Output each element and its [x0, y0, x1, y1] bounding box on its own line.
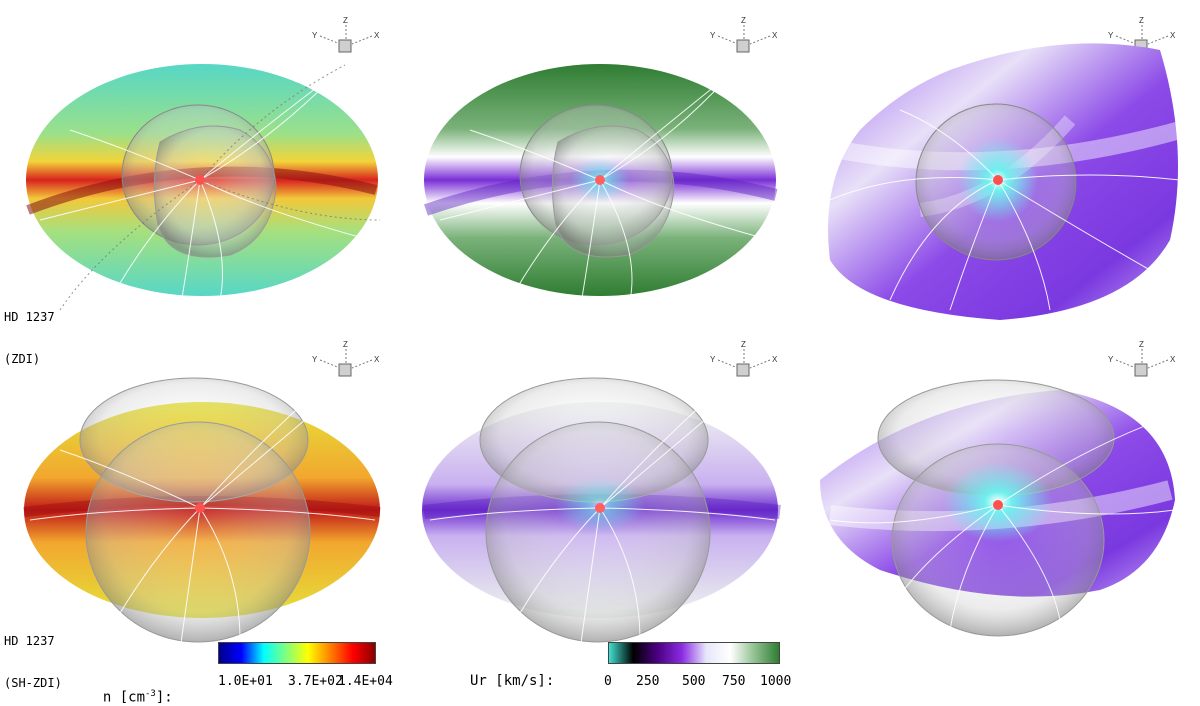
axes-triad-r2c3: Z Y X — [1108, 340, 1176, 377]
svg-text:X: X — [1170, 355, 1176, 364]
svg-text:Z: Z — [1139, 16, 1144, 25]
svg-text:Y: Y — [710, 31, 716, 40]
svg-text:Z: Z — [741, 16, 746, 25]
density-tick-2: 3.7E+02 — [288, 674, 343, 689]
svg-text:Z: Z — [343, 340, 348, 349]
velocity-tick-4: 750 — [722, 674, 746, 689]
svg-text:X: X — [772, 355, 778, 364]
axes-triad-r2c2: Z Y X — [710, 340, 778, 377]
svg-text:X: X — [374, 31, 380, 40]
svg-text:X: X — [772, 31, 778, 40]
svg-text:Z: Z — [343, 16, 348, 25]
velocity-tick-3: 500 — [682, 674, 706, 689]
density-tick-3: 1.4E+04 — [338, 674, 393, 689]
velocity-tick-5: 1000 — [760, 674, 792, 689]
row-label-shzdi-line1: HD 1237 — [4, 634, 55, 648]
density-suffix: ]: — [155, 689, 173, 706]
svg-text:Y: Y — [312, 355, 318, 364]
svg-text:Z: Z — [1139, 340, 1144, 349]
svg-text:X: X — [1170, 31, 1176, 40]
axes-triad-r1c2: Z Y X — [710, 16, 778, 53]
velocity-tick-2: 250 — [636, 674, 660, 689]
density-tick-1: 1.0E+01 — [218, 674, 273, 689]
velocity-colorbar — [608, 642, 780, 664]
density-colorbar — [218, 642, 376, 664]
svg-text:Y: Y — [312, 31, 318, 40]
svg-text:X: X — [374, 355, 380, 364]
axes-triad-r2c1: Z Y X — [312, 340, 380, 377]
svg-text:Y: Y — [710, 355, 716, 364]
axes-triad-r1c1: Z Y X — [312, 16, 380, 53]
velocity-panel-shzdi — [422, 377, 781, 651]
density-quantity: n [cm — [102, 689, 146, 706]
velocity-colorbar-label: Ur [km/s]: — [470, 673, 555, 689]
svg-text:Y: Y — [1108, 31, 1114, 40]
density-panel-shzdi — [23, 377, 381, 651]
velocity-panel-zdi — [424, 64, 778, 311]
alfven-panel-zdi — [828, 43, 1183, 320]
row-label-shzdi: HD 1237 (SH-ZDI) — [4, 606, 62, 704]
alfven-panel-shzdi — [820, 379, 1176, 637]
row-label-zdi-line1: HD 1237 — [4, 310, 55, 324]
row-label-zdi-line2: (ZDI) — [4, 352, 41, 366]
row-label-shzdi-line2: (SH-ZDI) — [4, 676, 62, 690]
density-colorbar-label: n [cm-3]: — [86, 673, 173, 706]
row-label-zdi: HD 1237 (ZDI) — [4, 282, 55, 380]
velocity-tick-1: 0 — [604, 674, 612, 689]
svg-text:Y: Y — [1108, 355, 1114, 364]
svg-text:Z: Z — [741, 340, 746, 349]
density-panel-zdi — [26, 64, 381, 311]
